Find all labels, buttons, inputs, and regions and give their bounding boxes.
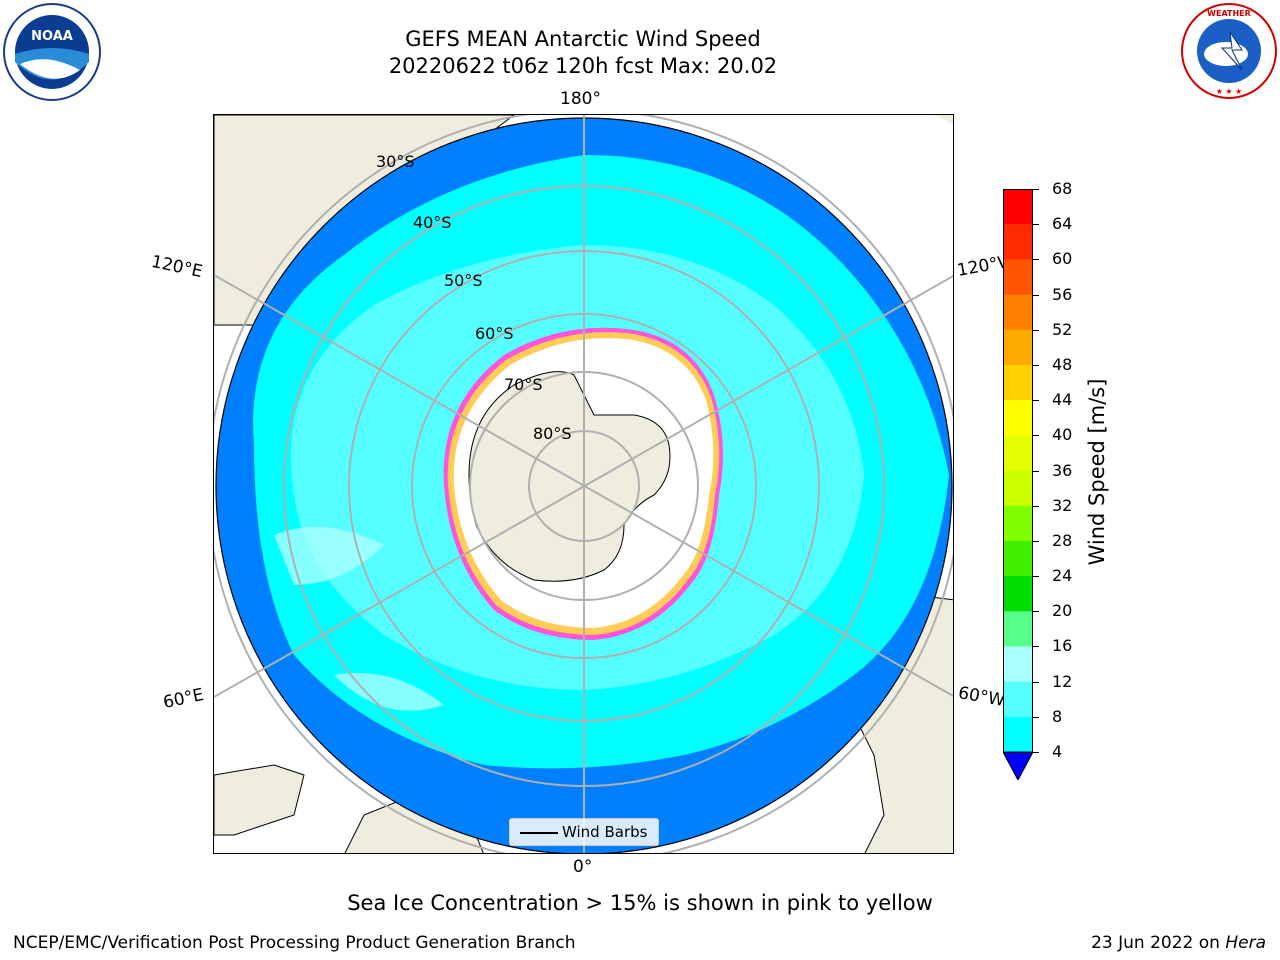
- footer-credit: NCEP/EMC/Verification Post Processing Pr…: [13, 933, 576, 953]
- colorbar-tick-label: 8: [1052, 706, 1063, 726]
- colorbar-tick-mark: [1033, 294, 1039, 296]
- colorbar-tick-mark: [1033, 752, 1039, 753]
- colorbar-tick-mark: [1033, 189, 1039, 190]
- colorbar-swatch: [1003, 294, 1033, 331]
- lat-label-50s: 50°S: [444, 271, 483, 290]
- lon-label-bottom: 0°: [573, 857, 593, 877]
- lat-label-70s: 70°S: [504, 375, 543, 394]
- colorbar-tick-label: 52: [1052, 319, 1073, 339]
- footer-machine: Hera: [1225, 933, 1266, 953]
- colorbar-tick-label: 56: [1052, 284, 1073, 304]
- colorbar-tick-mark: [1033, 646, 1039, 648]
- colorbar-swatch: [1003, 224, 1033, 260]
- sea-ice-note: Sea Ice Concentration > 15% is shown in …: [347, 891, 933, 915]
- colorbar-tick-mark: [1033, 435, 1039, 437]
- footer-date: 23 Jun 2022 on Hera: [1091, 933, 1266, 953]
- colorbar-tick-label: 36: [1052, 460, 1073, 480]
- colorbar-tick-label: 64: [1052, 214, 1073, 234]
- colorbar-swatch: [1003, 189, 1033, 225]
- colorbar-swatch: [1003, 470, 1033, 507]
- lat-label-80s: 80°S: [533, 424, 572, 443]
- lat-label-30s: 30°S: [376, 152, 415, 171]
- colorbar-tick-label: 28: [1052, 530, 1073, 550]
- colorbar-swatch: [1003, 259, 1033, 296]
- colorbar-tick-mark: [1033, 470, 1039, 472]
- colorbar: [1002, 189, 1034, 782]
- colorbar-title: Wind Speed [m/s]: [1085, 378, 1109, 566]
- colorbar-tick-label: 12: [1052, 671, 1073, 691]
- colorbar-tick-mark: [1033, 400, 1039, 402]
- colorbar-tick-mark: [1033, 224, 1039, 226]
- polar-map: [214, 115, 953, 853]
- colorbar-tick-mark: [1033, 329, 1039, 331]
- colorbar-tick-mark: [1033, 576, 1039, 578]
- map-panel: [213, 114, 954, 854]
- lat-label-40s: 40°S: [413, 213, 452, 232]
- legend-line: [520, 832, 558, 834]
- colorbar-swatch: [1003, 576, 1033, 612]
- svg-text:WEATHER: WEATHER: [1207, 9, 1251, 18]
- lon-label-120e: 120°E: [149, 251, 205, 283]
- colorbar-swatch: [1003, 364, 1033, 401]
- colorbar-swatches: [1002, 189, 1034, 782]
- colorbar-tick-mark: [1033, 505, 1039, 507]
- colorbar-swatch: [1003, 716, 1033, 753]
- legend-label: Wind Barbs: [562, 823, 648, 841]
- colorbar-tick-mark: [1033, 611, 1039, 613]
- nws-logo: WEATHER ★ ★ ★: [1180, 2, 1278, 100]
- footer-date-text: 23 Jun 2022 on: [1091, 933, 1226, 953]
- colorbar-swatch: [1003, 400, 1033, 436]
- colorbar-swatch: [1003, 329, 1033, 366]
- svg-text:★ ★ ★: ★ ★ ★: [1216, 87, 1243, 96]
- colorbar-tick-label: 48: [1052, 354, 1073, 374]
- colorbar-swatch: [1003, 435, 1033, 471]
- colorbar-swatch: [1003, 540, 1033, 577]
- colorbar-swatch: [1003, 646, 1033, 683]
- colorbar-outline: [1003, 189, 1033, 753]
- colorbar-tick-mark: [1033, 540, 1039, 542]
- colorbar-tick-label: 20: [1052, 601, 1073, 621]
- lat-label-60s: 60°S: [475, 324, 514, 343]
- colorbar-tick-label: 4: [1052, 742, 1063, 761]
- colorbar-tick-mark: [1033, 681, 1039, 683]
- colorbar-tick-label: 32: [1052, 495, 1073, 515]
- colorbar-tick-label: 16: [1052, 636, 1073, 656]
- lon-label-60e: 60°E: [161, 684, 206, 714]
- noaa-logo: NOAA: [2, 2, 102, 102]
- colorbar-tick-mark: [1033, 716, 1039, 718]
- colorbar-extend: [1002, 751, 1034, 782]
- colorbar-tick-mark: [1033, 364, 1039, 366]
- chart-subtitle: 20220622 t06z 120h fcst Max: 20.02: [388, 54, 778, 78]
- colorbar-tick-label: 24: [1052, 566, 1073, 586]
- colorbar-tick-label: 60: [1052, 249, 1073, 269]
- colorbar-tick-label: 68: [1052, 179, 1073, 198]
- colorbar-swatch: [1003, 611, 1033, 647]
- colorbar-swatch: [1003, 681, 1033, 718]
- chart-title: GEFS MEAN Antarctic Wind Speed: [405, 27, 761, 51]
- colorbar-tick-mark: [1033, 259, 1039, 261]
- colorbar-tick-label: 40: [1052, 425, 1073, 445]
- svg-text:NOAA: NOAA: [31, 29, 73, 44]
- lon-label-60w: 60°W: [956, 683, 1007, 711]
- colorbar-tick-label: 44: [1052, 390, 1073, 410]
- wind-barbs-legend: Wind Barbs: [509, 818, 659, 846]
- colorbar-swatch: [1003, 505, 1033, 542]
- lon-label-top: 180°: [560, 89, 601, 109]
